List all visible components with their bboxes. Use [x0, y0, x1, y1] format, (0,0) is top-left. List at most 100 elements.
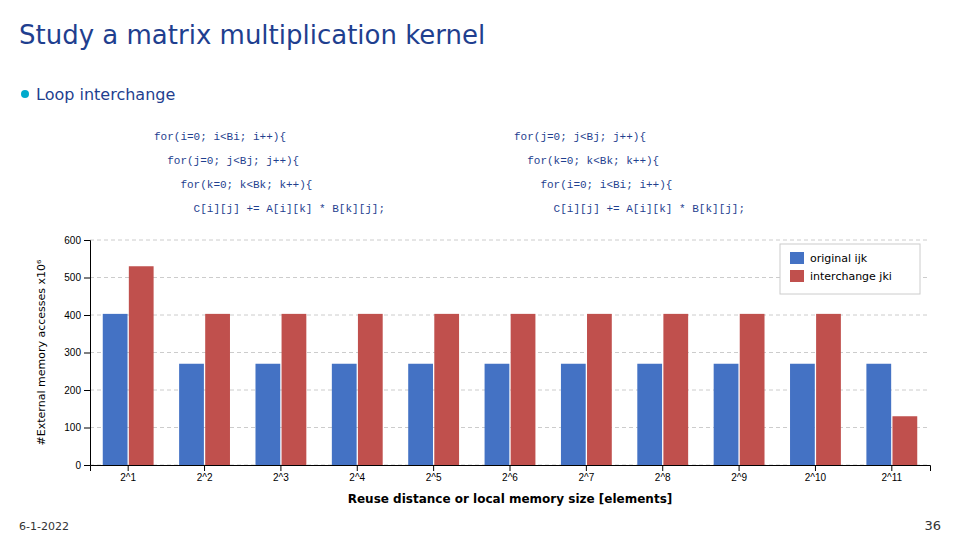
code-line: C[i][j] += A[i][k] * B[k][j];: [514, 203, 745, 215]
bar: [790, 364, 815, 465]
tick: 600: [64, 235, 90, 246]
bar: [434, 314, 459, 465]
tick: 2^6: [502, 465, 518, 483]
bar: [129, 266, 154, 465]
tick: 200: [64, 385, 90, 396]
tick-mark: [84, 353, 90, 354]
tick-label: 500: [64, 272, 81, 283]
tick-label: 100: [64, 422, 81, 433]
code-line: for(k=0; k<Bk; k++){: [154, 179, 312, 191]
tick-label: 400: [64, 310, 81, 321]
footer: 6-1-2022: [19, 520, 69, 533]
code-line: for(k=0; k<Bk; k++){: [514, 155, 659, 167]
bar: [866, 364, 891, 465]
code-line: for(j=0; j<Bj; j++){: [514, 131, 646, 143]
tick: 2^5: [426, 465, 442, 483]
tick-label: 2^5: [426, 472, 442, 483]
tick-label: 2^9: [731, 472, 747, 483]
tick: 2^9: [731, 465, 747, 483]
bar: [663, 314, 688, 465]
tick: 0: [75, 460, 90, 471]
tick-label: 300: [64, 347, 81, 358]
tick-label: 2^11: [881, 472, 902, 483]
title: Study a matrix multiplication kernel: [19, 20, 485, 50]
bar: [332, 364, 357, 465]
legend-label: original ijk: [810, 252, 868, 265]
legend-label: interchange jki: [810, 270, 892, 283]
tick: 400: [64, 310, 90, 321]
tick: 2^8: [655, 465, 671, 483]
bar: [587, 314, 612, 465]
bar: [282, 314, 307, 465]
tick-mark: [815, 465, 816, 471]
tick: 2^1: [120, 465, 136, 483]
bar-series: [103, 314, 891, 465]
tick-mark: [662, 465, 663, 471]
tick-label: 2^7: [578, 472, 594, 483]
bar: [637, 364, 662, 465]
code-line: C[i][j] += A[i][k] * B[k][j];: [154, 203, 385, 215]
bar: [179, 364, 204, 465]
tick: 300: [64, 347, 90, 358]
bullet-dot: [21, 90, 29, 98]
bars: [103, 266, 917, 465]
tick-label: 2^2: [197, 472, 213, 483]
y-axis-title: #External memory accesses x10⁶: [35, 259, 48, 445]
tick-label: 2^6: [502, 472, 518, 483]
bullet-text: Loop interchange: [36, 85, 175, 104]
bar: [561, 364, 586, 465]
bar: [816, 314, 841, 465]
bar: [358, 314, 383, 465]
tick-label: 200: [64, 385, 81, 396]
x-axis-title: Reuse distance or local memory size [ele…: [348, 492, 673, 506]
tick-mark: [739, 465, 740, 471]
legend-swatch: [790, 270, 804, 282]
bar: [740, 314, 765, 465]
y-axis: 0 100 200 300 400 500 600: [64, 235, 90, 471]
tick-mark: [586, 465, 587, 471]
code-blocks: for(i=0; i<Bi; i++){ for(j=0; j<Bj; j++)…: [154, 131, 745, 215]
tick: 2^7: [578, 465, 594, 483]
code-line: for(i=0; i<Bi; i++){: [514, 179, 672, 191]
tick-mark: [128, 465, 129, 471]
legend-entry: interchange jki: [790, 270, 892, 283]
bar: [103, 314, 128, 465]
axis-line: [91, 466, 931, 472]
legend-swatch: [790, 252, 804, 264]
tick: 2^10: [805, 465, 827, 483]
legend-frame: [780, 244, 920, 294]
tick-mark: [510, 465, 511, 471]
tick-label: 2^10: [805, 472, 827, 483]
grid-line: [90, 240, 930, 241]
bar: [511, 314, 536, 465]
tick: 2^3: [273, 465, 289, 483]
tick-mark: [204, 465, 205, 471]
tick-mark: [84, 390, 90, 391]
tick-label: 600: [64, 235, 81, 246]
tick-mark: [891, 465, 892, 471]
tick-mark: [84, 465, 90, 466]
tick-mark: [357, 465, 358, 471]
bar: [892, 416, 917, 465]
tick-label: 2^3: [273, 472, 289, 483]
tick-label: 2^8: [655, 472, 671, 483]
bar: [408, 364, 433, 465]
tick-mark: [280, 465, 281, 471]
legend: original ijk interchange jki: [780, 244, 920, 294]
slide: Study a matrix multiplication kernel Loop…: [0, 0, 960, 540]
tick-mark: [84, 428, 90, 429]
code-line: for(i=0; i<Bi; i++){: [154, 131, 286, 143]
tick: 2^2: [197, 465, 213, 483]
bar-series: [129, 266, 917, 465]
x-axis: 2^1 2^2 2^3 2^4 2^5 2^6 2^7 2^8 2^9 2^10 2^11: [91, 465, 931, 483]
tick: 500: [64, 272, 90, 283]
code-line: for(j=0; j<Bj; j++){: [154, 155, 299, 167]
tick: 2^4: [349, 465, 365, 483]
tick-mark: [84, 240, 90, 241]
bar: [714, 364, 739, 465]
tick-mark: [84, 278, 90, 279]
tick-mark: [84, 315, 90, 316]
axis-line: [84, 241, 91, 466]
bar: [485, 364, 510, 465]
bar: [205, 314, 230, 465]
